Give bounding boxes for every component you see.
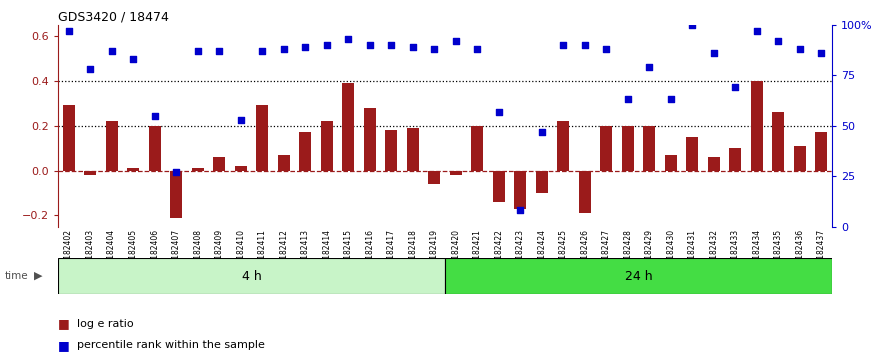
Point — [599, 46, 613, 52]
Point — [148, 113, 162, 118]
Bar — [643, 126, 655, 171]
Bar — [665, 155, 676, 171]
Text: time: time — [4, 271, 28, 281]
Point — [341, 36, 355, 42]
Bar — [514, 171, 526, 209]
Text: ■: ■ — [58, 318, 69, 330]
Bar — [622, 126, 634, 171]
Text: ▶: ▶ — [34, 271, 43, 281]
Bar — [58, 258, 445, 294]
Point — [255, 48, 270, 54]
Point — [104, 48, 118, 54]
Bar — [320, 121, 333, 171]
Bar — [235, 166, 247, 171]
Bar — [385, 130, 397, 171]
Bar — [299, 132, 312, 171]
Point — [728, 85, 742, 90]
Bar — [256, 105, 268, 171]
Point — [535, 129, 549, 135]
Text: GDS3420 / 18474: GDS3420 / 18474 — [58, 11, 169, 24]
Bar — [170, 171, 182, 218]
Point — [449, 38, 463, 44]
Bar — [85, 171, 96, 175]
Bar — [730, 148, 741, 171]
Bar — [191, 168, 204, 171]
Point — [814, 50, 829, 56]
Point — [406, 44, 420, 50]
Text: percentile rank within the sample: percentile rank within the sample — [77, 340, 265, 350]
Bar — [62, 105, 75, 171]
Point — [772, 38, 786, 44]
Bar — [493, 171, 505, 202]
Bar — [127, 168, 139, 171]
Point — [685, 22, 700, 28]
Point — [233, 117, 247, 122]
Bar — [278, 155, 289, 171]
Text: ■: ■ — [58, 339, 69, 352]
Point — [643, 64, 657, 70]
Bar — [472, 126, 483, 171]
Point — [190, 48, 205, 54]
Point — [491, 109, 506, 114]
Bar — [445, 258, 832, 294]
Point — [362, 42, 376, 48]
Point — [749, 28, 764, 34]
Point — [556, 42, 570, 48]
Bar — [536, 171, 547, 193]
Bar — [407, 128, 418, 171]
Point — [320, 42, 334, 48]
Text: 24 h: 24 h — [625, 270, 652, 282]
Point — [298, 44, 312, 50]
Bar — [578, 171, 591, 213]
Bar — [686, 137, 699, 171]
Point — [620, 97, 635, 102]
Bar — [214, 157, 225, 171]
Bar — [449, 171, 462, 175]
Point — [384, 42, 399, 48]
Bar — [343, 83, 354, 171]
Bar — [428, 171, 441, 184]
Bar — [751, 81, 763, 171]
Point — [83, 66, 97, 72]
Text: 4 h: 4 h — [241, 270, 262, 282]
Point — [126, 56, 141, 62]
Bar — [557, 121, 570, 171]
Point — [707, 50, 721, 56]
Point — [212, 48, 226, 54]
Point — [169, 169, 183, 175]
Bar — [794, 146, 805, 171]
Bar — [815, 132, 828, 171]
Point — [427, 46, 441, 52]
Bar — [708, 157, 720, 171]
Bar — [106, 121, 117, 171]
Point — [61, 28, 76, 34]
Text: log e ratio: log e ratio — [77, 319, 134, 329]
Point — [578, 42, 592, 48]
Point — [514, 207, 528, 213]
Bar — [601, 126, 612, 171]
Bar — [364, 108, 376, 171]
Point — [793, 46, 807, 52]
Point — [277, 46, 291, 52]
Bar — [773, 112, 784, 171]
Point — [664, 97, 678, 102]
Bar — [149, 126, 160, 171]
Point — [470, 46, 484, 52]
